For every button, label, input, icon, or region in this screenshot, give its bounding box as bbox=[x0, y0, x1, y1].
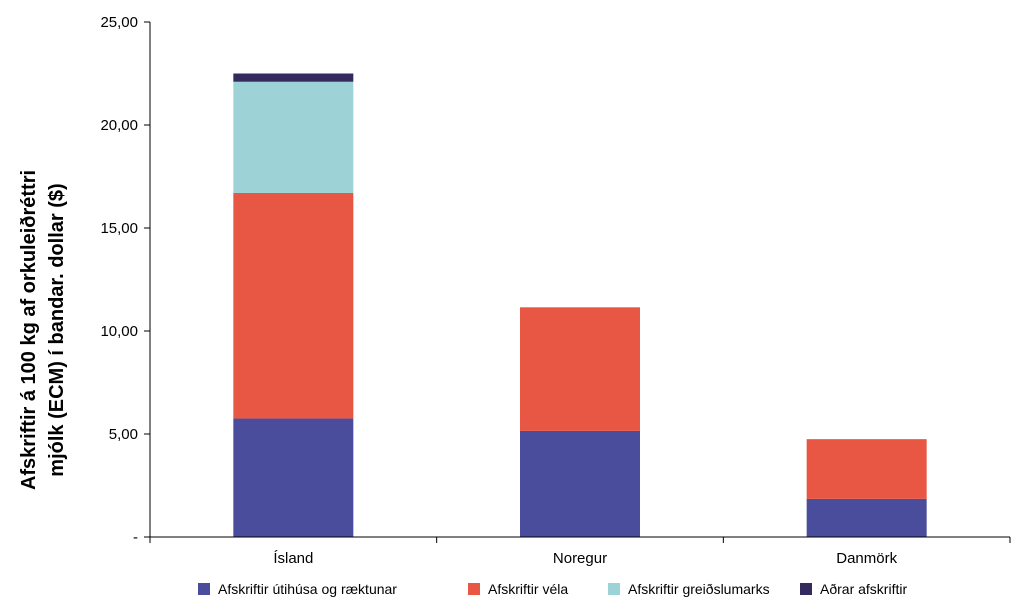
legend-label: Afskriftir útihúsa og ræktunar bbox=[218, 581, 397, 597]
legend-label: Aðrar afskriftir bbox=[820, 581, 907, 597]
legend-swatch bbox=[800, 583, 812, 595]
legend-label: Afskriftir véla bbox=[488, 581, 568, 597]
y-axis-title: Afskriftir á 100 kg af orkuleiðréttri mj… bbox=[18, 170, 68, 490]
legend: Afskriftir útihúsa og ræktunar Afskriftir… bbox=[198, 581, 907, 597]
y-tick-label: 15,00 bbox=[100, 220, 138, 237]
legend-swatch bbox=[468, 583, 480, 595]
bar-segment bbox=[806, 498, 927, 537]
bar-segment bbox=[520, 430, 640, 537]
y-axis-title-line-2: mjólk (ECM) í bandar. dollar ($) bbox=[46, 183, 68, 476]
legend-label: Afskriftir greiðslumarks bbox=[628, 581, 770, 597]
bar-segment bbox=[233, 192, 354, 419]
legend-swatch bbox=[198, 583, 210, 595]
y-axis-title-line-1: Afskriftir á 100 kg af orkuleiðréttri bbox=[18, 170, 40, 490]
bars-group bbox=[233, 73, 927, 537]
x-category-label: Danmörk bbox=[836, 550, 897, 567]
bar-segment bbox=[233, 418, 354, 537]
y-tick-label: 25,00 bbox=[100, 14, 138, 31]
y-tick-label: - bbox=[133, 529, 138, 546]
y-tick-label: 20,00 bbox=[100, 117, 138, 134]
x-ticks-group: Ísland Noregur Danmörk bbox=[149, 537, 1011, 567]
bar-segment bbox=[233, 73, 354, 82]
x-category-label: Noregur bbox=[553, 550, 607, 567]
bar-segment bbox=[520, 307, 640, 431]
y-tick-label: 10,00 bbox=[100, 323, 138, 340]
bar-segment bbox=[806, 439, 927, 499]
legend-swatch bbox=[608, 583, 620, 595]
y-ticks-group: - 5,00 10,00 15,00 20,00 25,00 bbox=[100, 14, 150, 546]
x-category-label: Ísland bbox=[273, 550, 313, 567]
y-tick-label: 5,00 bbox=[109, 426, 138, 443]
bar-segment bbox=[233, 81, 354, 193]
